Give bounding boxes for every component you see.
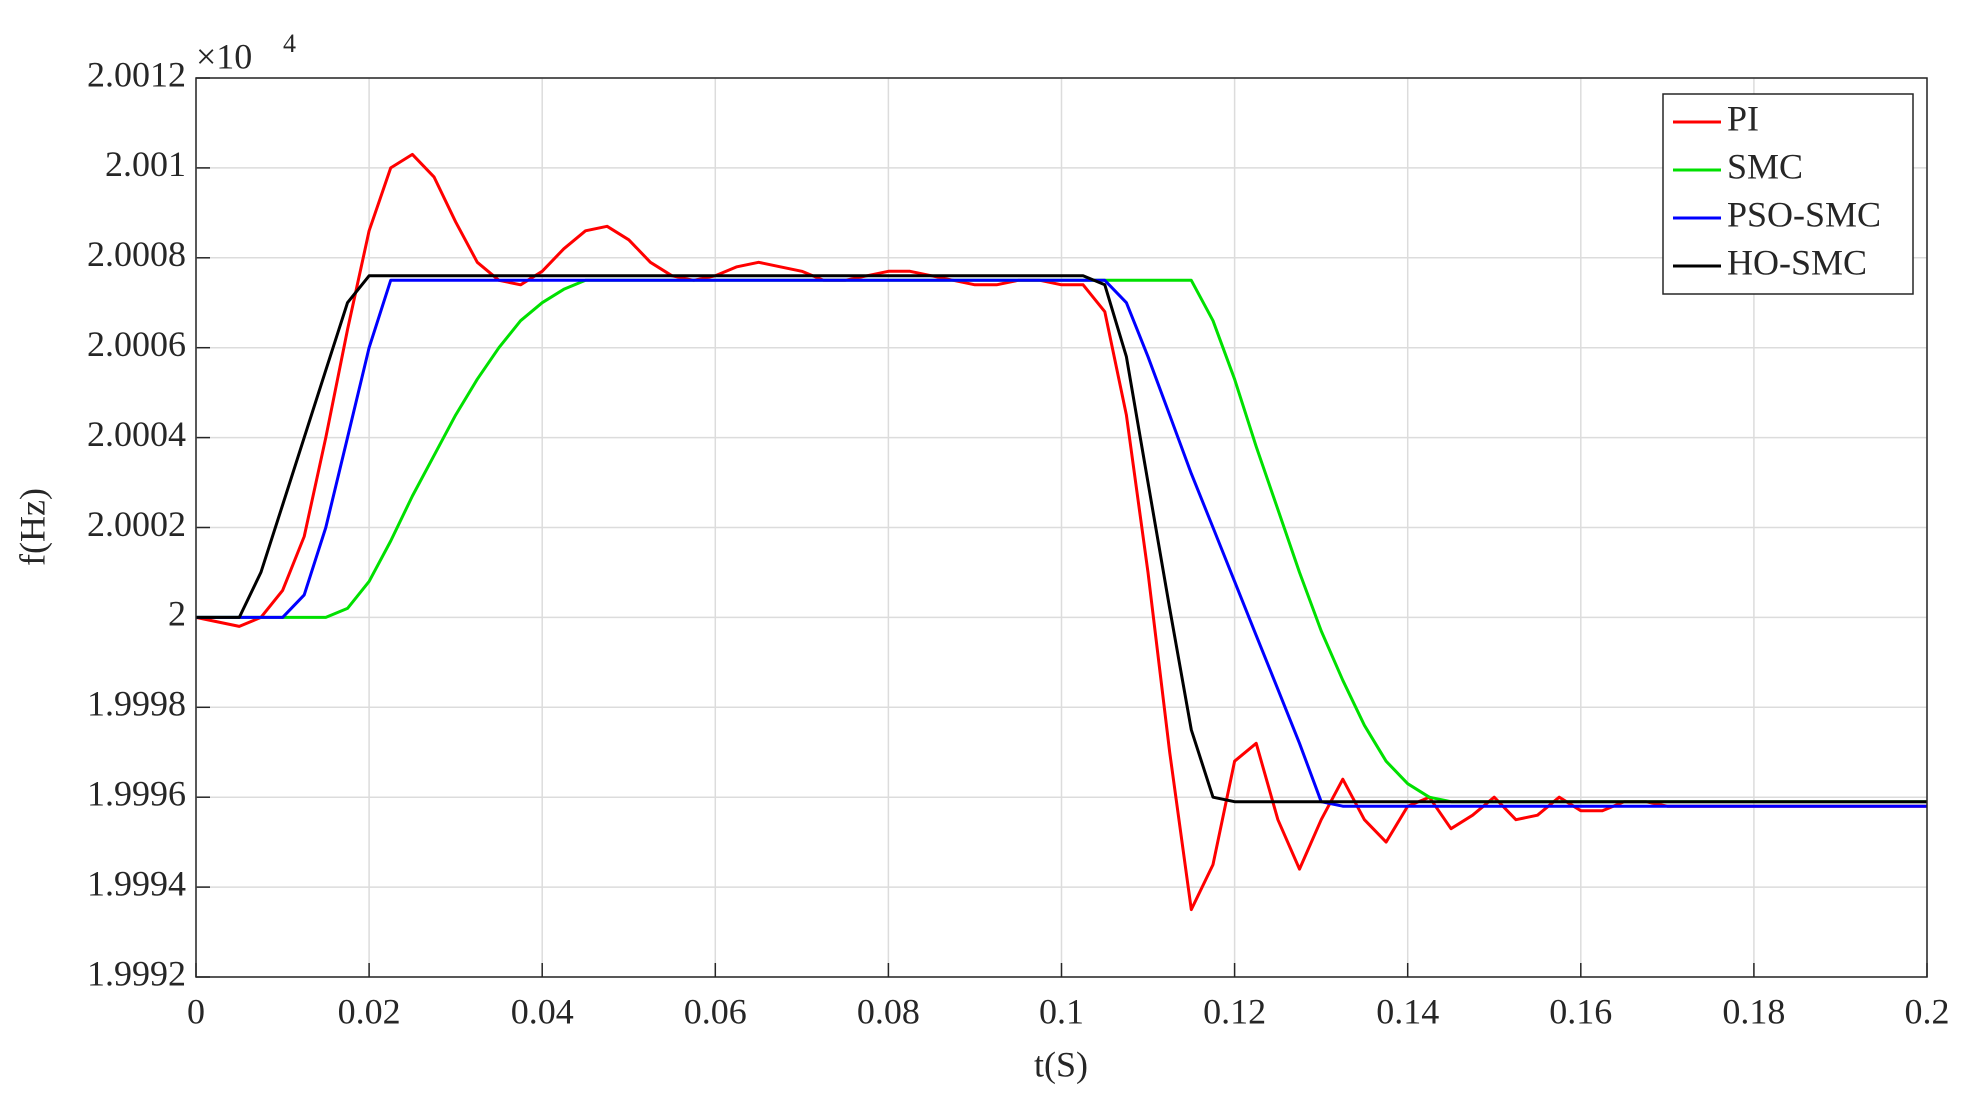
x-tick-label: 0.06 — [684, 991, 747, 1031]
x-tick-label: 0.1 — [1039, 991, 1084, 1031]
axis-multiplier-exponent: 4 — [283, 29, 296, 58]
y-tick-label: 1.9998 — [87, 684, 186, 724]
x-tick-label: 0.16 — [1549, 991, 1612, 1031]
y-tick-label: 1.9992 — [87, 953, 186, 993]
y-tick-label: 2.0012 — [87, 54, 186, 94]
y-tick-label: 1.9994 — [87, 863, 186, 903]
x-axis-label: t(S) — [1034, 1044, 1088, 1084]
line-series — [196, 274, 1927, 804]
x-tick-label: 0.08 — [857, 991, 920, 1031]
x-tick-label: 0.2 — [1905, 991, 1950, 1031]
y-tick-label: 2.001 — [105, 144, 186, 184]
x-tick-label: 0 — [187, 991, 205, 1031]
y-tick-label: 2.0008 — [87, 234, 186, 274]
x-tick-label: 0.02 — [338, 991, 401, 1031]
legend-label: HO-SMC — [1727, 242, 1867, 282]
y-tick-label: 2 — [168, 594, 186, 634]
plot-frame — [195, 77, 1928, 978]
y-tick-label: 2.0004 — [87, 414, 186, 454]
legend-label: PI — [1727, 98, 1759, 138]
y-tick-label: 2.0006 — [87, 324, 186, 364]
x-tick-label: 0.18 — [1722, 991, 1785, 1031]
y-tick-label: 1.9996 — [87, 773, 186, 813]
legend-label: SMC — [1727, 146, 1803, 186]
line-series — [196, 278, 1927, 808]
y-axis-label: f(Hz) — [12, 488, 52, 566]
axis-multiplier: ×10 — [196, 36, 252, 76]
x-tick-label: 0.04 — [511, 991, 574, 1031]
legend-label: PSO-SMC — [1727, 194, 1881, 234]
y-tick-label: 2.0002 — [87, 504, 186, 544]
legend-box — [1662, 93, 1914, 295]
x-tick-label: 0.12 — [1203, 991, 1266, 1031]
x-tick-label: 0.14 — [1376, 991, 1439, 1031]
